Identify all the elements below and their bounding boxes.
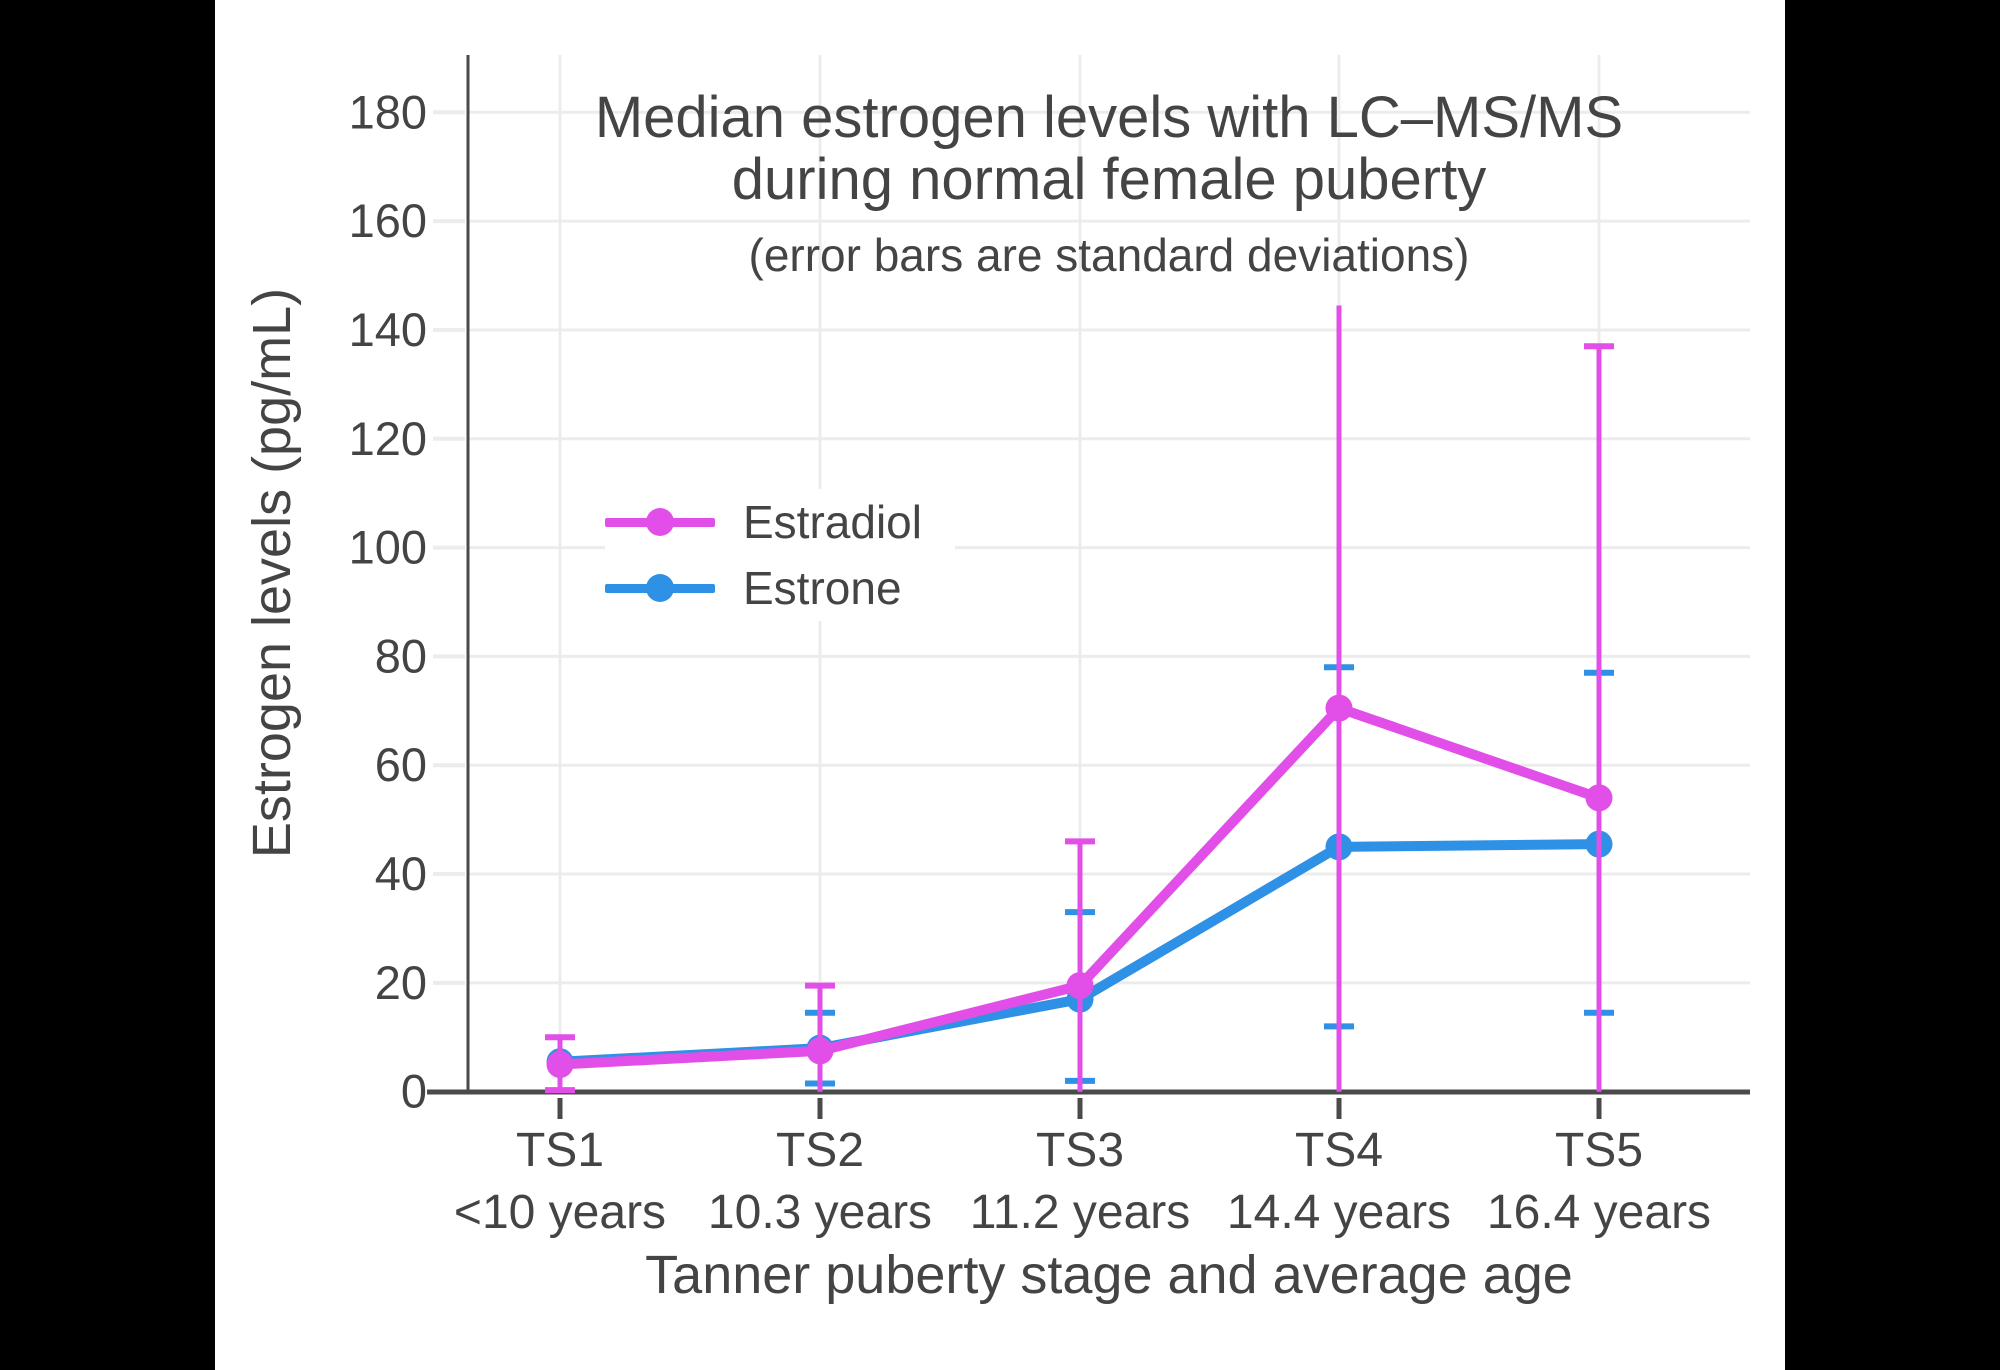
estradiol-marker: [546, 1050, 574, 1078]
chart-canvas: 0 20 40 60 80 100 120 140 160 180 TS1 <10 years TS2 1…: [215, 0, 1785, 1370]
estradiol-marker: [1066, 972, 1094, 1000]
x-axis-title: Tanner puberty stage and average age: [645, 1245, 1573, 1305]
y-tick-label: 100: [349, 521, 427, 574]
x-tick-age-label: 14.4 years: [1227, 1186, 1451, 1239]
estradiol-legend-swatch: [605, 507, 715, 537]
chart-title-line1: Median estrogen levels with LC–MS/MS: [594, 85, 1624, 150]
x-tick-age-label: <10 years: [454, 1186, 666, 1239]
y-tick-label: 140: [349, 303, 427, 356]
estradiol-marker: [1585, 784, 1613, 812]
chart-subtitle: (error bars are standard deviations): [748, 229, 1470, 281]
y-tick-label: 40: [375, 847, 427, 900]
estradiol-marker: [806, 1037, 834, 1065]
y-tick-label: 160: [349, 194, 427, 247]
estradiol-marker: [1325, 694, 1353, 722]
legend-item-estradiol: Estradiol: [605, 489, 955, 555]
y-tick-label: 0: [401, 1065, 427, 1118]
estrone-legend-marker-icon: [646, 574, 674, 602]
chart-title-line2: during normal female puberty: [731, 147, 1487, 212]
x-tick-stage-label: TS5: [1555, 1124, 1643, 1177]
y-axis-title: Estrogen levels (pg/mL): [242, 287, 302, 859]
y-tick-label: 80: [375, 629, 427, 682]
x-tick-age-label: 16.4 years: [1487, 1186, 1711, 1239]
x-tick-age-label: 11.2 years: [970, 1186, 1191, 1239]
legend-label-estradiol: Estradiol: [743, 496, 922, 548]
x-tick-stage-label: TS4: [1295, 1124, 1383, 1177]
legend: Estradiol Estrone: [605, 489, 955, 621]
y-tick-label: 180: [349, 85, 427, 138]
y-tick-label: 20: [375, 956, 427, 1009]
x-tick-age-label: 10.3 years: [708, 1186, 932, 1239]
x-tick-stage-label: TS2: [776, 1124, 864, 1177]
legend-item-estrone: Estrone: [605, 555, 955, 621]
y-tick-label: 60: [375, 738, 427, 791]
x-tick-stage-label: TS3: [1036, 1124, 1124, 1177]
x-tick-stage-label: TS1: [516, 1124, 604, 1177]
y-tick-label: 120: [349, 412, 427, 465]
legend-label-estrone: Estrone: [743, 562, 902, 614]
estradiol-legend-marker-icon: [646, 508, 674, 536]
estrone-legend-swatch: [605, 573, 715, 603]
plot-area: 0 20 40 60 80 100 120 140 160 180 TS1 <10 years TS2 1…: [349, 55, 1750, 1239]
